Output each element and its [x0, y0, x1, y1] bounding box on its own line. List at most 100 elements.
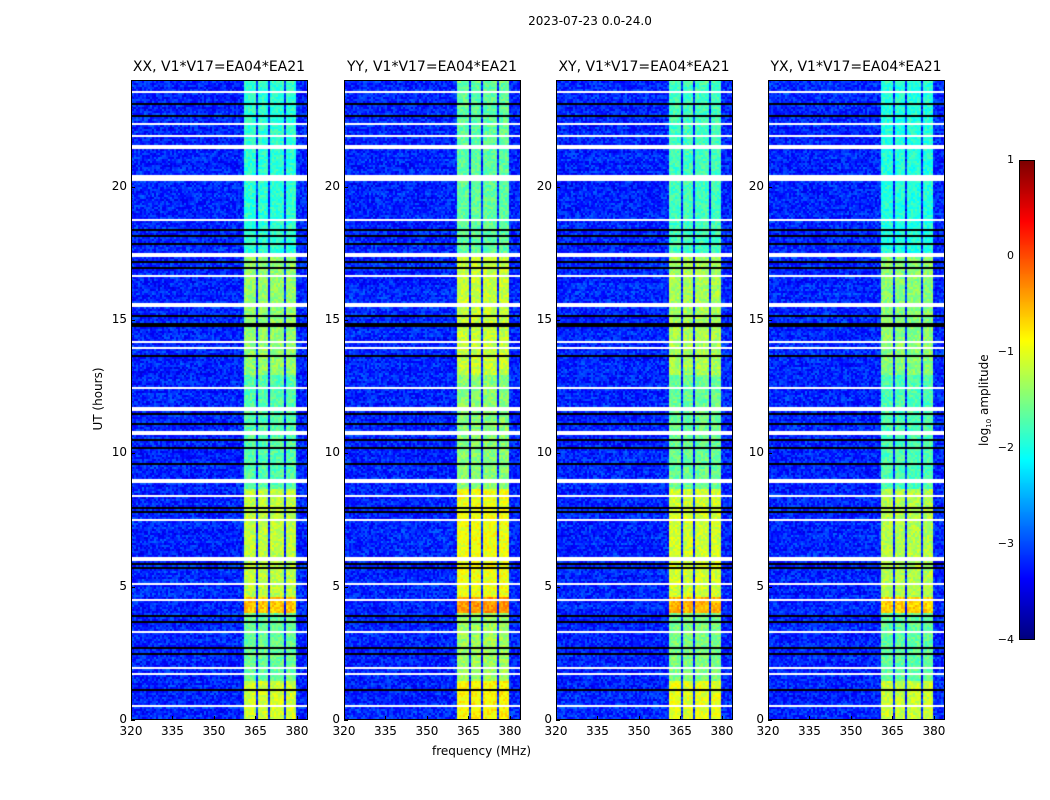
x-tick-label: 365	[457, 724, 480, 738]
y-tick-mark	[556, 453, 560, 455]
heatmap-panel	[556, 80, 733, 720]
y-tick-label: 10	[536, 445, 552, 460]
x-tick-mark	[344, 716, 345, 720]
x-tick-mark	[768, 716, 769, 720]
y-tick-label: 15	[748, 312, 764, 326]
x-tick-mark	[172, 716, 174, 720]
y-tick-label: 5	[756, 578, 764, 593]
x-tick-mark	[680, 716, 682, 720]
y-tick-label: 5	[119, 578, 127, 593]
y-tick-mark	[131, 320, 135, 321]
y-tick-label: 5	[544, 578, 552, 593]
y-tick-mark	[768, 586, 772, 588]
x-tick-mark	[850, 716, 852, 720]
x-tick-mark	[385, 716, 387, 720]
y-tick-label: 20	[748, 178, 764, 193]
x-tick-label: 335	[374, 724, 397, 738]
y-tick-label: 15	[536, 312, 552, 326]
x-tick-mark	[933, 716, 935, 720]
panel-title: YY, V1*V17=EA04*EA21	[346, 59, 518, 75]
y-tick-label: 15	[111, 312, 127, 326]
y-tick-mark	[344, 453, 348, 455]
heatmap-image	[769, 81, 944, 719]
x-tick-label: 320	[544, 724, 568, 738]
y-tick-mark	[768, 453, 772, 455]
x-tick-label: 335	[161, 724, 184, 738]
x-tick-mark	[213, 716, 215, 720]
x-tick-mark	[468, 716, 470, 720]
x-tick-label: 380	[922, 724, 946, 738]
x-tick-mark	[509, 716, 511, 720]
colorbar-tick-label: −1	[997, 345, 1014, 358]
y-tick-mark	[768, 720, 772, 721]
x-tick-mark	[131, 716, 132, 720]
colorbar-tick-label: 0	[1007, 249, 1014, 262]
y-tick-mark	[344, 720, 348, 721]
heatmap-image	[132, 81, 307, 719]
x-tick-label: 350	[627, 724, 651, 738]
x-tick-mark	[255, 716, 257, 720]
x-axis-label: frequency (MHz)	[432, 744, 532, 758]
colorbar-label-main: log	[976, 427, 991, 447]
y-tick-label: 0	[756, 712, 764, 726]
heatmap-panel	[344, 80, 521, 720]
x-tick-mark	[809, 716, 811, 720]
panel-title: YX, V1*V17=EA04*EA21	[770, 59, 942, 75]
x-tick-mark	[426, 716, 428, 720]
y-tick-mark	[556, 320, 560, 321]
y-axis-label: UT (hours)	[91, 367, 105, 431]
y-tick-label: 20	[536, 178, 552, 193]
heatmap-panel	[131, 80, 308, 720]
y-tick-label: 0	[544, 712, 552, 726]
y-tick-label: 0	[332, 712, 340, 726]
y-tick-mark	[131, 453, 135, 455]
y-tick-mark	[556, 586, 560, 588]
colorbar-tick-label: 1	[1007, 153, 1014, 166]
colorbar-label-sub: 10	[985, 418, 994, 428]
x-tick-label: 380	[710, 724, 734, 738]
y-tick-mark	[556, 186, 560, 188]
colorbar-tick-label: −3	[997, 537, 1014, 550]
y-tick-label: 20	[324, 178, 340, 193]
x-tick-label: 365	[881, 724, 904, 738]
colorbar-tick-label: −4	[997, 633, 1014, 646]
x-tick-label: 350	[415, 724, 439, 738]
x-tick-label: 380	[498, 724, 522, 738]
y-tick-mark	[768, 186, 772, 188]
heatmap-panel	[768, 80, 945, 720]
x-tick-label: 350	[839, 724, 863, 738]
y-tick-mark	[131, 720, 135, 721]
y-tick-label: 10	[748, 445, 764, 460]
y-tick-label: 10	[111, 445, 127, 460]
heatmap-image	[345, 81, 520, 719]
y-tick-mark	[131, 586, 135, 588]
panel-title: XY, V1*V17=EA04*EA21	[558, 59, 730, 75]
colorbar	[1019, 160, 1035, 640]
y-tick-label: 0	[119, 712, 127, 726]
x-tick-label: 335	[586, 724, 609, 738]
x-tick-label: 350	[202, 724, 226, 738]
x-tick-mark	[296, 716, 298, 720]
x-tick-mark	[638, 716, 640, 720]
x-tick-label: 320	[119, 724, 143, 738]
x-tick-label: 365	[669, 724, 692, 738]
x-tick-label: 335	[798, 724, 821, 738]
y-tick-mark	[131, 186, 135, 188]
y-tick-label: 20	[111, 178, 127, 193]
x-tick-mark	[721, 716, 723, 720]
colorbar-label-rest: amplitude	[976, 354, 991, 419]
y-tick-mark	[344, 586, 348, 588]
x-tick-label: 320	[756, 724, 780, 738]
figure-title: 2023-07-23 0.0-24.0	[528, 14, 652, 28]
y-tick-mark	[344, 186, 348, 188]
x-tick-label: 320	[332, 724, 356, 738]
colorbar-tick-label: −2	[997, 441, 1014, 454]
y-tick-label: 10	[324, 445, 340, 460]
x-tick-label: 380	[285, 724, 309, 738]
x-tick-mark	[892, 716, 894, 720]
x-tick-label: 365	[244, 724, 267, 738]
y-tick-mark	[344, 320, 348, 321]
y-tick-label: 15	[324, 312, 340, 326]
heatmap-image	[557, 81, 732, 719]
